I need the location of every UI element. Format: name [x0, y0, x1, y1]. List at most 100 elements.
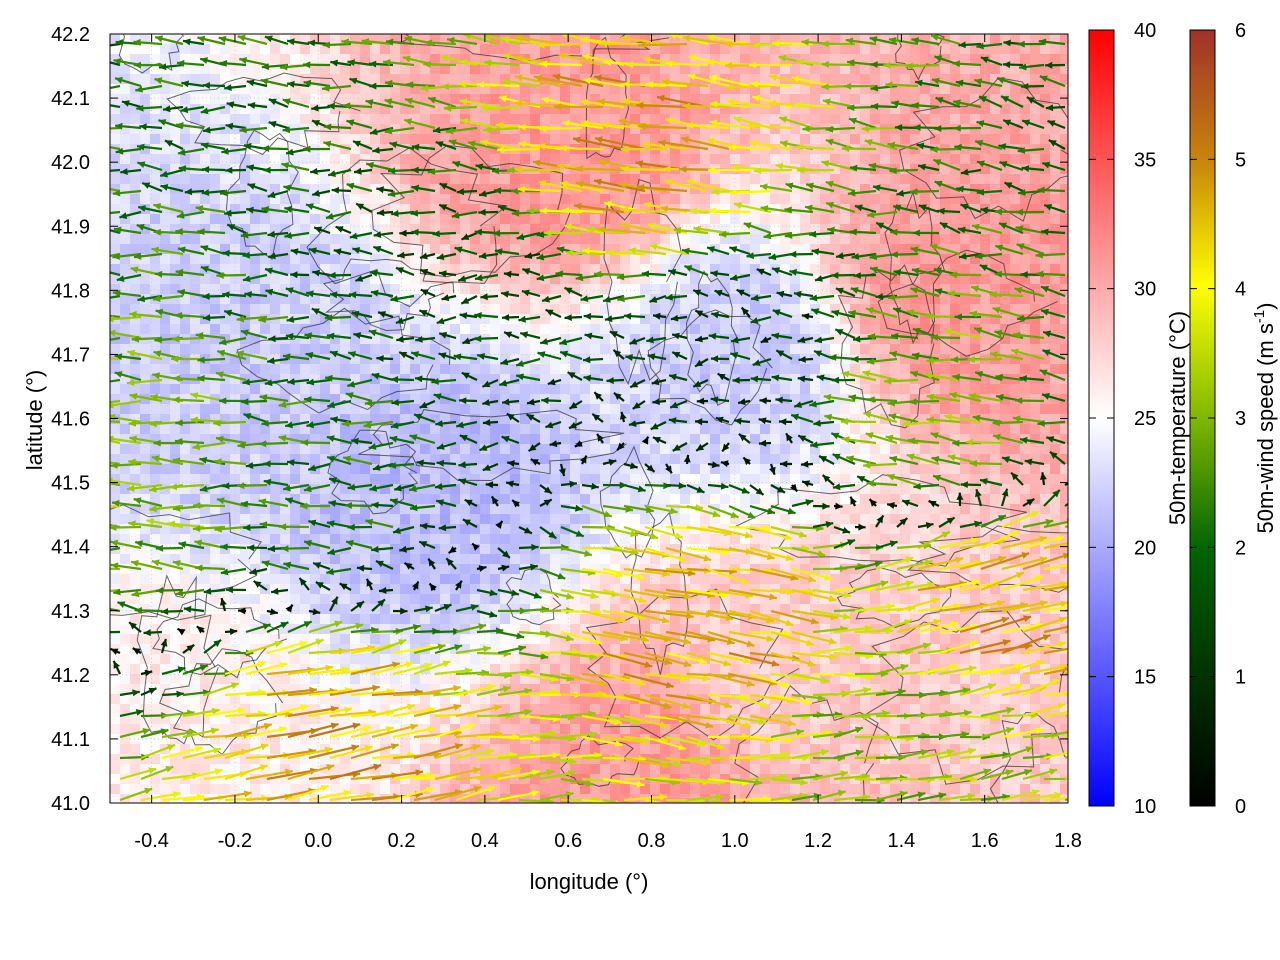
- temperature-cell: [920, 44, 931, 55]
- temperature-cell: [800, 194, 811, 205]
- temperature-cell: [760, 194, 771, 205]
- temperature-cell: [930, 464, 941, 475]
- temperature-cell: [620, 234, 631, 245]
- temperature-cell: [470, 464, 481, 475]
- temperature-cell: [850, 414, 861, 425]
- temperature-cell: [530, 94, 541, 105]
- temperature-cell: [780, 214, 791, 225]
- temperature-cell: [530, 114, 541, 125]
- temperature-cell: [940, 194, 951, 205]
- temperature-cell: [400, 404, 411, 415]
- temperature-cell: [250, 64, 261, 75]
- temperature-cell: [710, 444, 721, 455]
- temperature-cell: [650, 404, 661, 415]
- temperature-cell: [220, 104, 231, 115]
- temperature-cell: [810, 464, 821, 475]
- temperature-cell: [1060, 254, 1071, 265]
- temperature-cell: [650, 284, 661, 295]
- temperature-cell: [940, 504, 951, 515]
- temperature-cell: [760, 304, 771, 315]
- temperature-cell: [860, 234, 871, 245]
- temperature-cell: [740, 264, 751, 275]
- temperature-cell: [800, 174, 811, 185]
- temperature-cell: [940, 444, 951, 455]
- temperature-cell: [400, 284, 411, 295]
- temperature-cell: [780, 194, 791, 205]
- temperature-cell: [570, 384, 581, 395]
- temperature-cell: [730, 294, 741, 305]
- temperature-cell: [580, 524, 591, 535]
- temperature-cell: [660, 474, 671, 485]
- temperature-cell: [240, 364, 251, 375]
- temperature-cell: [710, 294, 721, 305]
- temperature-cell: [760, 454, 771, 465]
- temperature-cell: [660, 264, 671, 275]
- temperature-cell: [810, 214, 821, 225]
- temperature-cell: [250, 404, 261, 415]
- temperature-cell: [750, 284, 761, 295]
- temperature-cell: [950, 524, 961, 535]
- temperature-cell: [210, 94, 221, 105]
- temperature-cell: [540, 454, 551, 465]
- temperature-cell: [290, 254, 301, 265]
- temperature-cell: [940, 294, 951, 305]
- temperature-cell: [250, 44, 261, 55]
- temperature-cell: [540, 314, 551, 325]
- temperature-cell: [160, 474, 171, 485]
- temperature-cell: [510, 44, 521, 55]
- temperature-cell: [350, 424, 361, 435]
- temperature-cell: [800, 64, 811, 75]
- temperature-cell: [360, 194, 371, 205]
- temperature-cell: [380, 134, 391, 145]
- temperature-cell: [140, 274, 151, 285]
- temperature-cell: [1060, 364, 1071, 375]
- temperature-cell: [560, 444, 571, 455]
- temperature-cell: [230, 364, 241, 375]
- temperature-cell: [550, 504, 561, 515]
- temperature-cell: [550, 174, 561, 185]
- temperature-cell: [190, 324, 201, 335]
- temperature-cell: [440, 534, 451, 545]
- temperature-cell: [1060, 404, 1071, 415]
- temperature-cell: [720, 324, 731, 335]
- temperature-cell: [170, 324, 181, 335]
- temperature-cell: [810, 534, 821, 545]
- temperature-cell: [1050, 324, 1061, 335]
- temperature-cell: [570, 304, 581, 315]
- temperature-cell: [860, 74, 871, 85]
- temperature-cell: [990, 504, 1001, 515]
- temperature-cell: [640, 324, 651, 335]
- temperature-cell: [280, 274, 291, 285]
- temperature-cell: [450, 174, 461, 185]
- temperature-cell: [760, 134, 771, 145]
- temperature-cell: [660, 534, 671, 545]
- temperature-cell: [270, 294, 281, 305]
- temperature-cell: [200, 154, 211, 165]
- temperature-cell: [570, 44, 581, 55]
- temperature-cell: [770, 114, 781, 125]
- temperature-cell: [600, 414, 611, 425]
- temperature-cell: [620, 304, 631, 315]
- temperature-cell: [1030, 444, 1041, 455]
- temperature-cell: [820, 534, 831, 545]
- temperature-cell: [480, 344, 491, 355]
- temperature-cell: [460, 504, 471, 515]
- temperature-cell: [180, 254, 191, 265]
- temperature-cell: [370, 334, 381, 345]
- temperature-cell: [960, 244, 971, 255]
- temperature-cell: [430, 384, 441, 395]
- temperature-cell: [550, 544, 561, 555]
- temperature-cell: [970, 264, 981, 275]
- temperature-cell: [130, 234, 141, 245]
- temperature-cell: [230, 64, 241, 75]
- temperature-cell: [990, 184, 1001, 195]
- temperature-cell: [370, 534, 381, 545]
- temperature-cell: [130, 124, 141, 135]
- temperature-cell: [830, 364, 841, 375]
- temperature-cell: [110, 154, 121, 165]
- temperature-cell: [240, 264, 251, 275]
- temperature-cell: [420, 494, 431, 505]
- temperature-cell: [340, 494, 351, 505]
- temperature-cell: [640, 404, 651, 415]
- temperature-cell: [800, 134, 811, 145]
